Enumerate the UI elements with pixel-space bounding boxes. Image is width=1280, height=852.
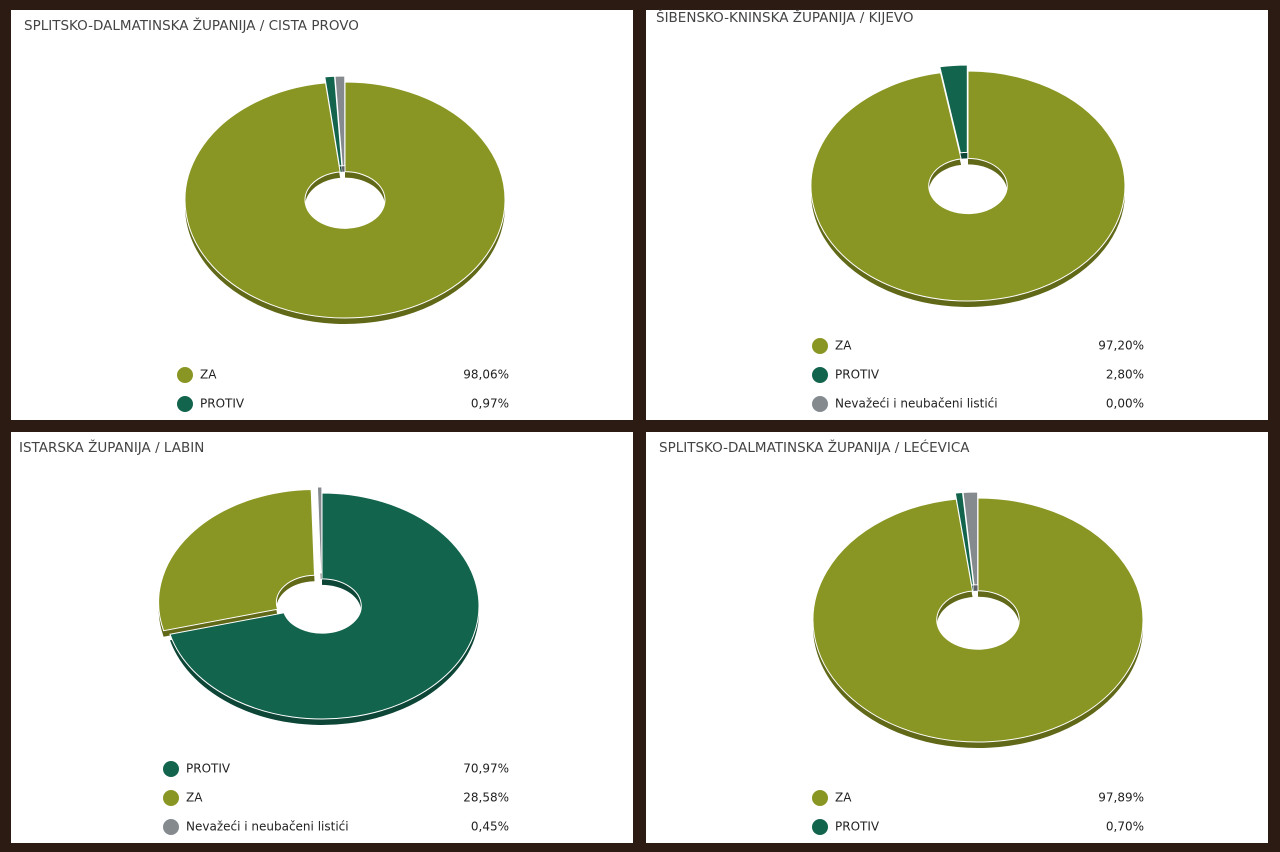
- chart-panel: SPLITSKO-DALMATINSKA ŽUPANIJA / CISTA PR…: [11, 10, 633, 420]
- slice: [812, 497, 1144, 743]
- slice: [169, 492, 480, 720]
- legend-value: 0,00%: [1106, 397, 1144, 411]
- legend-value: 0,97%: [471, 397, 509, 411]
- chart-title: SPLITSKO-DALMATINSKA ŽUPANIJA / LEĆEVICA: [659, 438, 970, 456]
- slice: [316, 486, 323, 574]
- legend-label: PROTIV: [835, 820, 880, 834]
- legend-label: ZA: [835, 339, 852, 353]
- legend-label: ZA: [835, 791, 852, 805]
- legend-value: 98,06%: [463, 368, 509, 382]
- legend-label: Nevažeći i neubačeni listići: [186, 820, 349, 834]
- legend-marker: [163, 761, 179, 777]
- slice: [962, 491, 979, 586]
- slice: [184, 81, 506, 319]
- legend-label: PROTIV: [835, 368, 880, 382]
- chart-panel: ŠIBENSKO-KNINSKA ŽUPANIJA / KIJEVO ZA 97,2…: [646, 8, 1268, 420]
- legend-label: PROTIV: [186, 762, 231, 776]
- chart-title: ŠIBENSKO-KNINSKA ŽUPANIJA / KIJEVO: [656, 8, 914, 26]
- chart-panel: SPLITSKO-DALMATINSKA ŽUPANIJA / LEĆEVICA…: [646, 432, 1268, 843]
- legend-label: Nevažeći i neubačeni listići: [835, 397, 998, 411]
- legend-value: 0,70%: [1106, 820, 1144, 834]
- legend-value: 2,80%: [1106, 368, 1144, 382]
- legend-value: 70,97%: [463, 762, 509, 776]
- slice: [954, 491, 975, 586]
- chart-title: ISTARSKA ŽUPANIJA / LABIN: [19, 438, 204, 456]
- legend-label: ZA: [186, 791, 203, 805]
- legend-value: 97,89%: [1098, 791, 1144, 805]
- legend-value: 97,20%: [1098, 339, 1144, 353]
- legend-value: 28,58%: [463, 791, 509, 805]
- slice: [810, 70, 1126, 302]
- legend-marker: [812, 819, 828, 835]
- slice: [939, 64, 968, 154]
- legend-marker: [812, 790, 828, 806]
- slice: [334, 75, 346, 167]
- legend-marker: [812, 396, 828, 412]
- legend-marker: [177, 396, 193, 412]
- legend-marker: [812, 367, 828, 383]
- legend-label: ZA: [200, 368, 217, 382]
- legend-label: PROTIV: [200, 397, 245, 411]
- legend-marker: [812, 338, 828, 354]
- chart-title: SPLITSKO-DALMATINSKA ŽUPANIJA / CISTA PR…: [24, 16, 359, 34]
- legend-value: 0,45%: [471, 820, 509, 834]
- panel-background: [11, 10, 633, 420]
- legend-marker: [177, 367, 193, 383]
- legend-marker: [163, 790, 179, 806]
- chart-panel: ISTARSKA ŽUPANIJA / LABIN PROTIV 70,97% ZA 2…: [11, 432, 633, 843]
- legend-marker: [163, 819, 179, 835]
- slice: [158, 488, 316, 632]
